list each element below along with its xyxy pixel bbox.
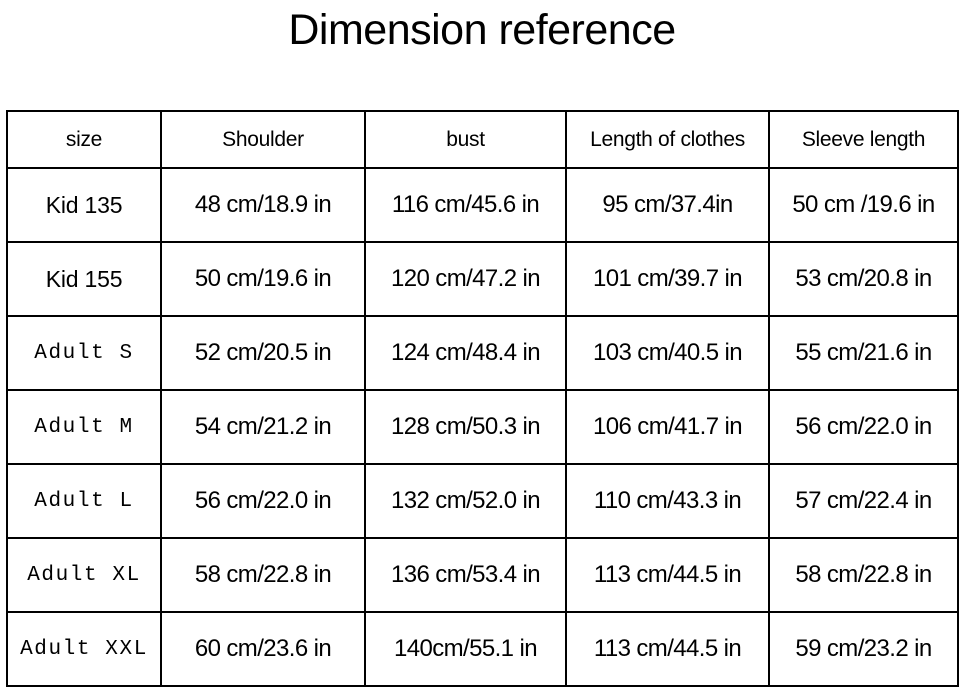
table-row: Adult S 52 cm/20.5 in 124 cm/48.4 in 103 cm…	[6, 315, 959, 391]
cell-length: 95 cm/37.4in	[565, 167, 770, 243]
cell-shoulder: 60 cm/23.6 in	[160, 611, 366, 687]
size-chart-table: size Shoulder bust Length of clothes Sle…	[6, 110, 959, 687]
cell-bust: 132 cm/52.0 in	[364, 463, 567, 539]
cell-sleeve: 58 cm/22.8 in	[768, 537, 959, 613]
cell-bust: 124 cm/48.4 in	[364, 315, 567, 391]
cell-shoulder: 56 cm/22.0 in	[160, 463, 366, 539]
table-row: Kid 135 48 cm/18.9 in 116 cm/45.6 in 95 cm/…	[6, 167, 959, 243]
table-header: size Shoulder bust Length of clothes Sle…	[6, 110, 959, 169]
cell-length: 103 cm/40.5 in	[565, 315, 770, 391]
page-title: Dimension reference	[288, 6, 676, 54]
cell-size: Adult L	[6, 463, 162, 539]
cell-size: Adult XL	[6, 537, 162, 613]
table-row: Kid 155 50 cm/19.6 in 120 cm/47.2 in 101 cm…	[6, 241, 959, 317]
cell-size: Kid 155	[6, 241, 162, 317]
table-row: Adult M 54 cm/21.2 in 128 cm/50.3 in 106 cm…	[6, 389, 959, 465]
cell-sleeve: 53 cm/20.8 in	[768, 241, 959, 317]
cell-bust: 116 cm/45.6 in	[364, 167, 567, 243]
cell-length: 101 cm/39.7 in	[565, 241, 770, 317]
column-header-length: Length of clothes	[565, 110, 770, 169]
cell-shoulder: 52 cm/20.5 in	[160, 315, 366, 391]
cell-bust: 136 cm/53.4 in	[364, 537, 567, 613]
cell-shoulder: 48 cm/18.9 in	[160, 167, 366, 243]
cell-shoulder: 50 cm/19.6 in	[160, 241, 366, 317]
cell-bust: 128 cm/50.3 in	[364, 389, 567, 465]
cell-length: 106 cm/41.7 in	[565, 389, 770, 465]
cell-size: Adult S	[6, 315, 162, 391]
cell-sleeve: 56 cm/22.0 in	[768, 389, 959, 465]
cell-size: Adult M	[6, 389, 162, 465]
cell-sleeve: 50 cm /19.6 in	[768, 167, 959, 243]
table-row: Adult L 56 cm/22.0 in 132 cm/52.0 in 110 cm…	[6, 463, 959, 539]
cell-sleeve: 59 cm/23.2 in	[768, 611, 959, 687]
table-row: Adult XL 58 cm/22.8 in 136 cm/53.4 in 113 c…	[6, 537, 959, 613]
cell-length: 113 cm/44.5 in	[565, 537, 770, 613]
table-row: Adult XXL 60 cm/23.6 in 140cm/55.1 in 113 c…	[6, 611, 959, 687]
cell-bust: 140cm/55.1 in	[364, 611, 567, 687]
table-body: Kid 135 48 cm/18.9 in 116 cm/45.6 in 95 cm/…	[6, 167, 959, 687]
column-header-shoulder: Shoulder	[160, 110, 366, 169]
cell-length: 110 cm/43.3 in	[565, 463, 770, 539]
cell-length: 113 cm/44.5 in	[565, 611, 770, 687]
cell-shoulder: 58 cm/22.8 in	[160, 537, 366, 613]
column-header-size: size	[6, 110, 162, 169]
cell-size: Adult XXL	[6, 611, 162, 687]
column-header-bust: bust	[364, 110, 567, 169]
cell-sleeve: 57 cm/22.4 in	[768, 463, 959, 539]
cell-shoulder: 54 cm/21.2 in	[160, 389, 366, 465]
column-header-sleeve-length: Sleeve length	[768, 110, 959, 169]
cell-sleeve: 55 cm/21.6 in	[768, 315, 959, 391]
cell-size: Kid 135	[6, 167, 162, 243]
table-header-row: size Shoulder bust Length of clothes Sle…	[6, 110, 959, 169]
cell-bust: 120 cm/47.2 in	[364, 241, 567, 317]
